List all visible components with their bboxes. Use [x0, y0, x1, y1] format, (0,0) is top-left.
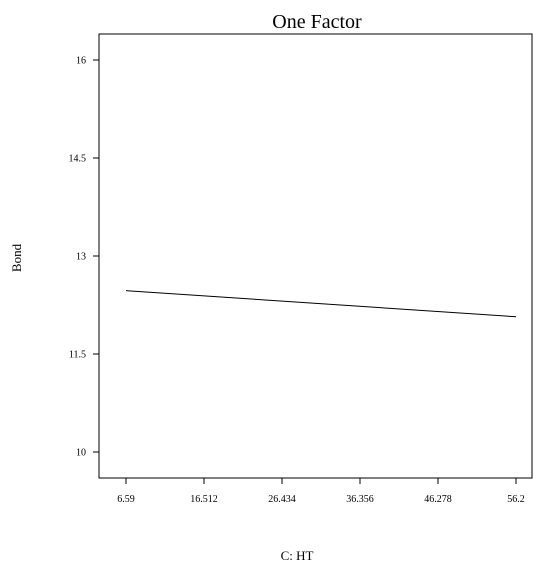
y-tick-label: 14.5: [69, 154, 87, 165]
x-tick-label: 56.2: [507, 494, 525, 505]
x-axis-label: C: HT: [281, 548, 314, 563]
y-tick-label: 16: [76, 56, 86, 67]
y-axis-ticks: 10 11.5 13 14.5 16: [69, 56, 99, 459]
x-tick-label: 36.356: [346, 494, 374, 505]
y-tick-label: 13: [76, 252, 86, 263]
series-group: [125, 290, 517, 318]
x-tick-label: 16.512: [190, 494, 218, 505]
x-tick-label: 26.434: [268, 494, 296, 505]
series-line: [125, 290, 517, 318]
y-tick-label: 10: [76, 448, 86, 459]
chart-title: One Factor: [272, 11, 362, 33]
x-tick-label: 46.278: [424, 494, 452, 505]
y-tick-label: 11.5: [69, 350, 86, 361]
y-axis-label: Bond: [9, 243, 24, 272]
x-axis-ticks: 6.59 16.512 26.434 36.356 46.278 56.2: [117, 478, 525, 505]
x-tick-label: 6.59: [117, 494, 135, 505]
plot-frame: [98, 33, 533, 479]
